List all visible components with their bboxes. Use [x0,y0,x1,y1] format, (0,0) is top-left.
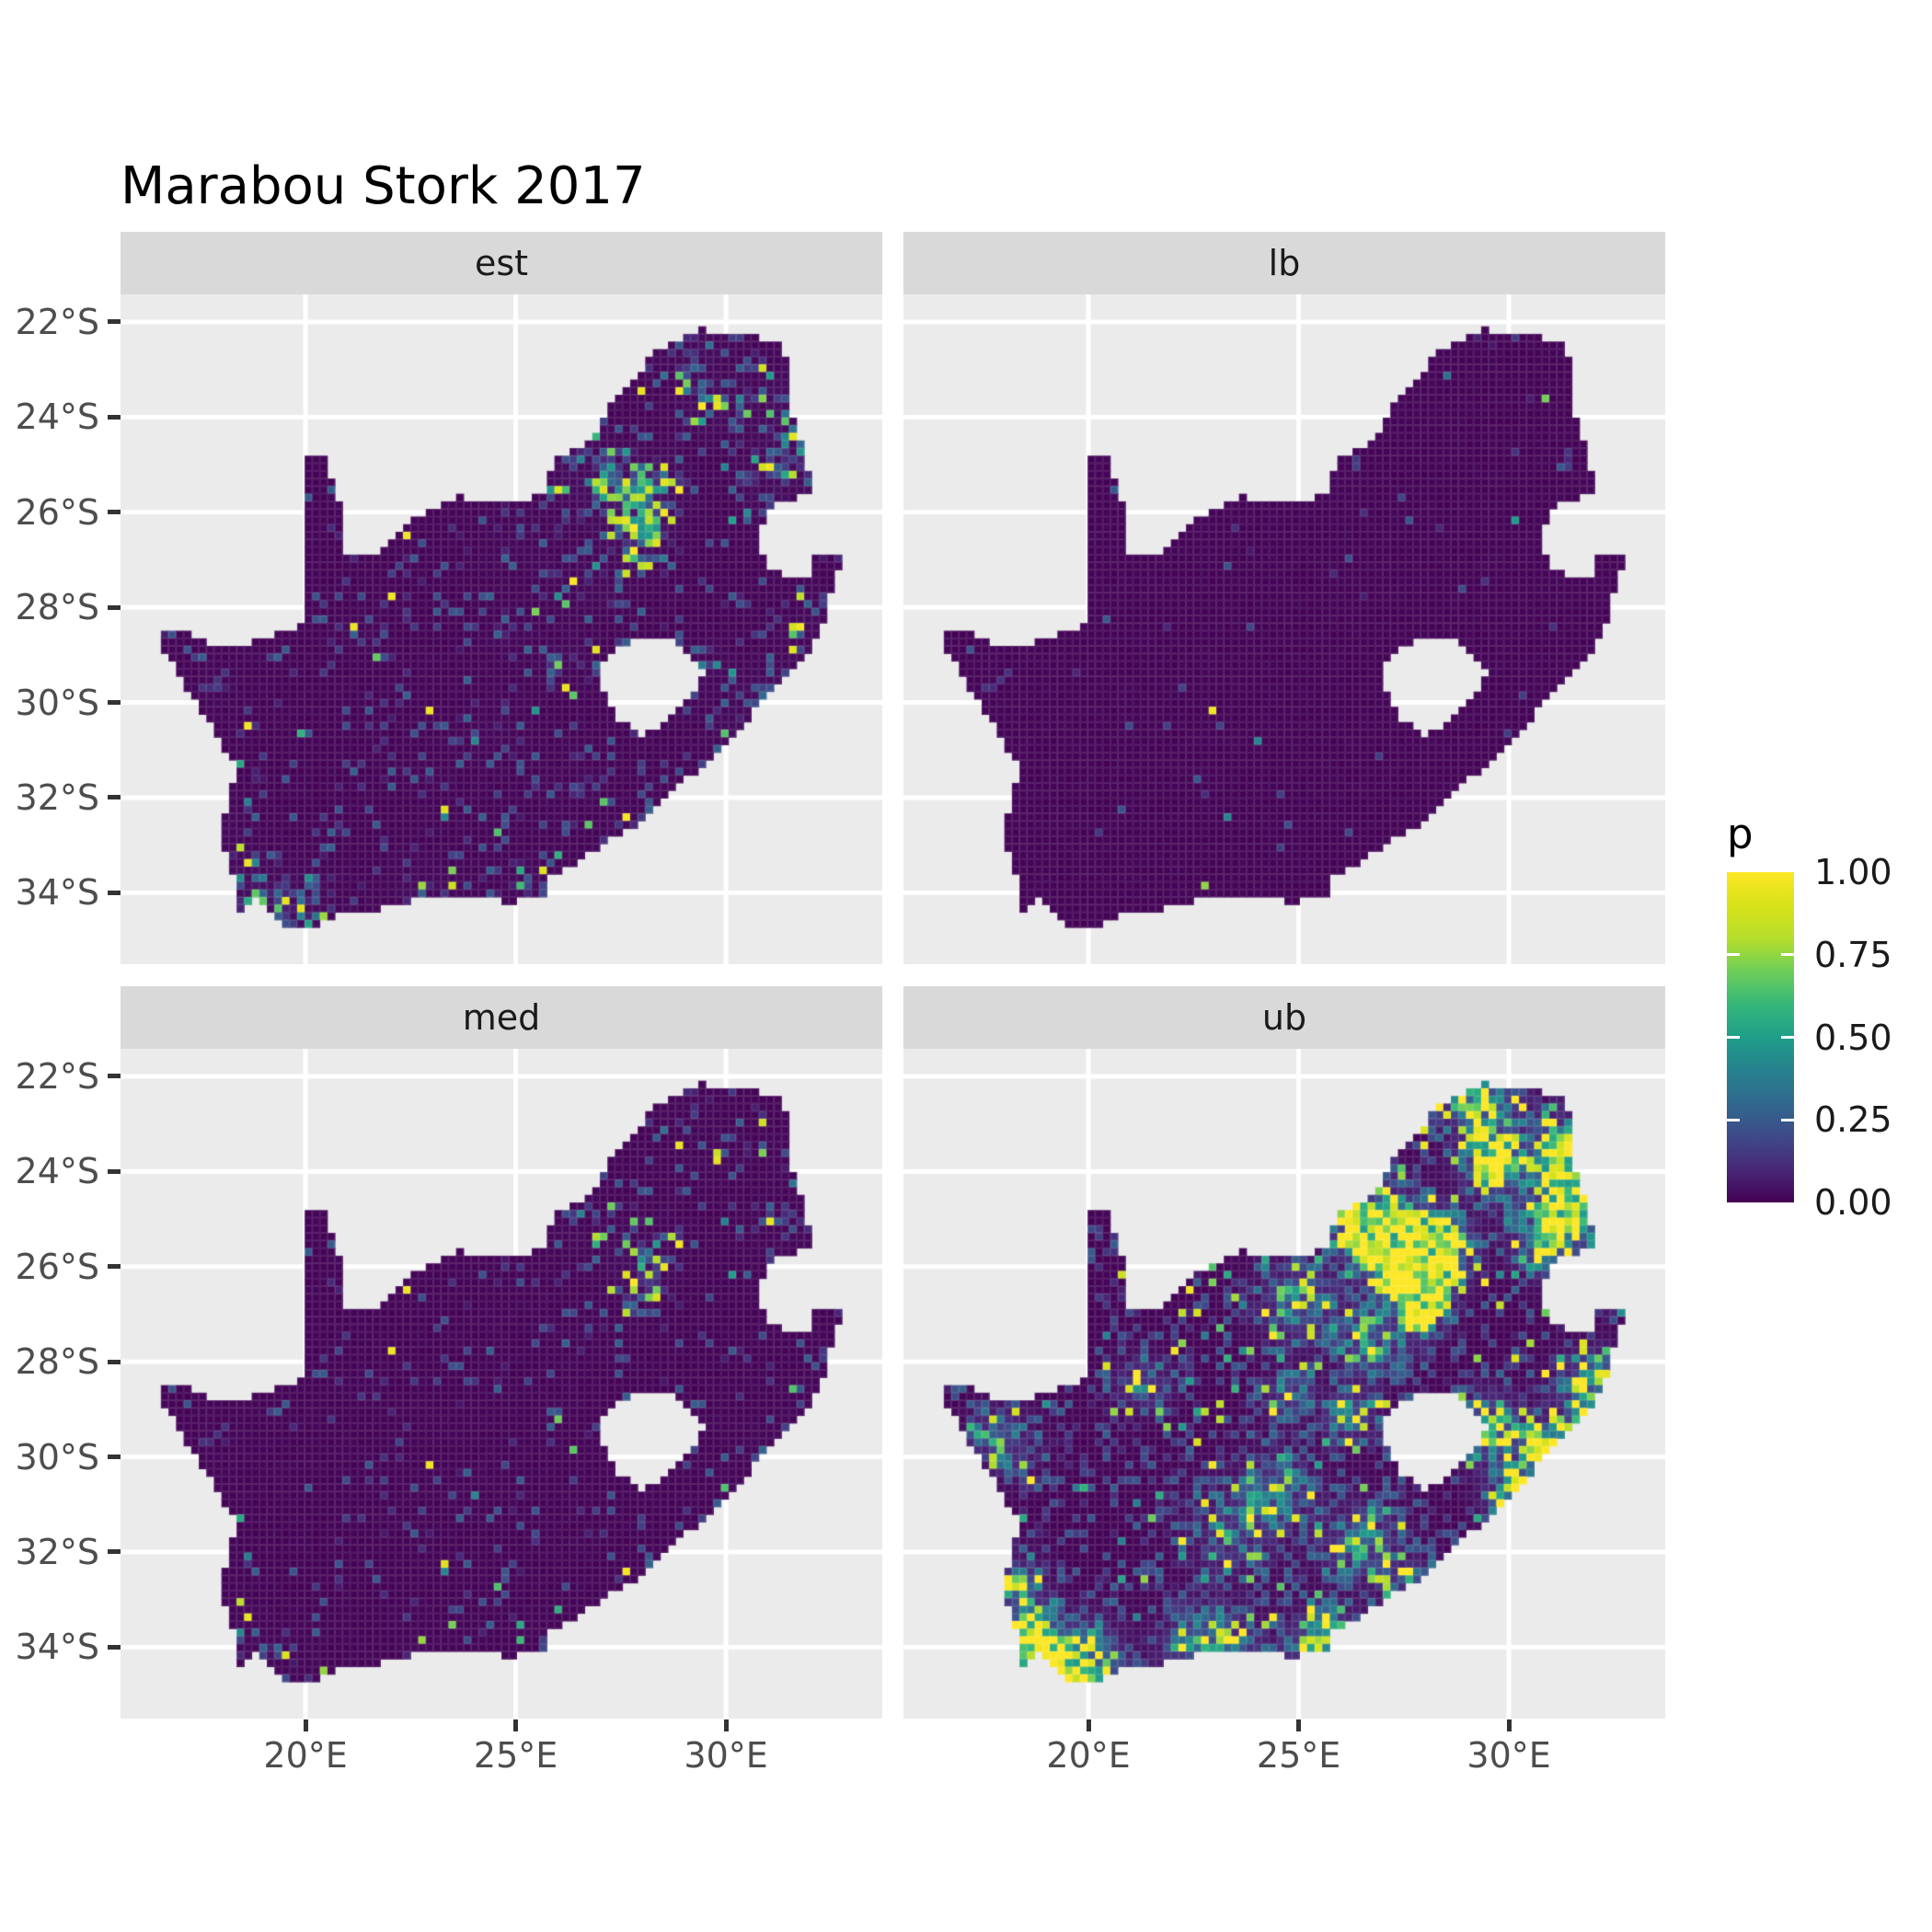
legend-label: 0.75 [1814,934,1892,975]
y-axis-tick [108,795,121,800]
x-axis-tick [723,1719,729,1731]
y-axis-label: 32°S [15,1531,99,1572]
y-axis-tick [108,604,121,610]
y-axis-label: 32°S [15,776,99,818]
y-axis-label: 34°S [15,872,99,914]
y-axis-label: 24°S [15,1151,99,1192]
colorbar-tick [1781,1036,1794,1039]
legend-label: 0.50 [1814,1017,1892,1058]
legend-label: 0.00 [1814,1182,1892,1223]
y-axis-label: 30°S [15,682,99,723]
y-axis-label: 28°S [15,587,99,628]
x-axis-label: 20°E [263,1735,348,1776]
facet-strip-est: est [121,232,882,294]
y-axis-label: 22°S [15,1055,99,1097]
x-axis-tick [303,1719,308,1731]
y-axis-tick [108,1549,121,1555]
x-axis-label: 30°E [1466,1735,1551,1776]
y-axis-tick [108,1074,121,1079]
panel-map-ub [903,1049,1665,1719]
y-axis-tick [108,1168,121,1174]
y-axis-label: 28°S [15,1341,99,1383]
y-axis-label: 26°S [15,1246,99,1287]
facet-label-est: est [474,243,529,283]
facet-strip-lb: lb [903,232,1665,294]
x-axis-tick [1296,1719,1302,1731]
legend-label: 1.00 [1814,852,1892,892]
legend-colorbar [1727,872,1794,1202]
y-axis-tick [108,1455,121,1460]
plot-title: Marabou Stork 2017 [121,156,646,216]
facet-strip-ub: ub [903,986,1665,1049]
y-axis-tick [108,700,121,706]
facet-label-lb: lb [1268,243,1301,283]
legend-label: 0.25 [1814,1099,1892,1141]
y-axis-tick [108,890,121,895]
colorbar-tick [1727,953,1740,957]
x-axis-label: 20°E [1046,1735,1131,1776]
y-axis-label: 24°S [15,397,99,438]
facet-strip-med: med [121,986,882,1049]
panel-map-lb [903,294,1665,964]
colorbar-tick [1781,953,1794,957]
colorbar-tick [1727,1036,1740,1039]
facet-label-med: med [462,997,541,1038]
y-axis-tick [108,319,121,325]
facet-label-ub: ub [1261,997,1307,1038]
panel-map-med [121,1049,882,1719]
y-axis-tick [108,414,121,420]
panel-map-est [121,294,882,964]
legend-title: p [1727,810,1754,858]
x-axis-label: 25°E [473,1735,558,1776]
x-axis-label: 25°E [1256,1735,1341,1776]
y-axis-label: 22°S [15,301,99,342]
x-axis-tick [1086,1719,1091,1731]
y-axis-tick [108,510,121,515]
y-axis-tick [108,1264,121,1270]
y-axis-tick [108,1359,121,1364]
y-axis-label: 30°S [15,1436,99,1478]
colorbar-tick [1727,1118,1740,1121]
y-axis-label: 26°S [15,491,99,533]
x-axis-label: 30°E [684,1735,768,1776]
x-axis-tick [513,1719,519,1731]
x-axis-tick [1506,1719,1512,1731]
colorbar-tick [1781,1118,1794,1121]
y-axis-label: 34°S [15,1627,99,1668]
y-axis-tick [108,1644,121,1650]
